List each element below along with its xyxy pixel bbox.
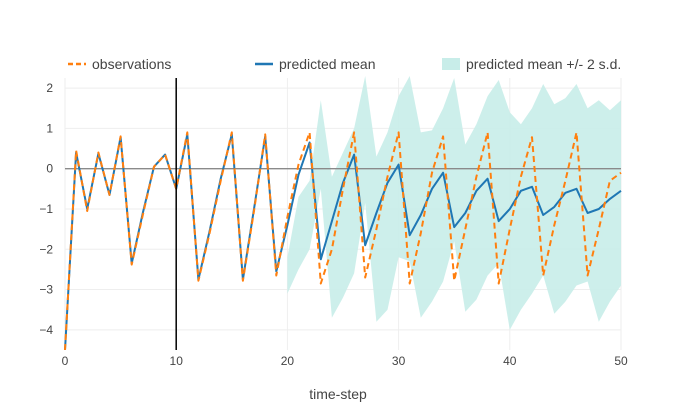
y-tick-label: −2 — [39, 242, 53, 256]
confidence-band-layer — [287, 76, 621, 330]
legend-label: observations — [92, 56, 171, 72]
y-tick-label: −3 — [39, 283, 53, 297]
x-tick-label: 20 — [281, 354, 295, 368]
legend-label: predicted mean +/- 2 s.d. — [466, 56, 621, 72]
x-tick-label: 10 — [170, 354, 184, 368]
y-tick-label: 0 — [46, 162, 53, 176]
legend[interactable]: observations predicted mean predicted mean… — [68, 56, 621, 72]
predicted-mean-line — [64, 133, 622, 351]
x-axis-title: time-step — [309, 386, 367, 402]
confidence-band-area — [287, 76, 621, 330]
series-layer — [64, 131, 622, 351]
y-tick-label: 2 — [46, 81, 53, 95]
x-tick-label: 40 — [503, 354, 517, 368]
x-tick-label: 50 — [614, 354, 628, 368]
legend-label: predicted mean — [279, 56, 376, 72]
y-tick-label: 1 — [46, 121, 53, 135]
x-tick-label: 0 — [62, 354, 69, 368]
legend-swatch-band — [442, 58, 460, 70]
y-tick-label: −1 — [39, 202, 53, 216]
y-tick-label: −4 — [39, 323, 53, 337]
x-tick-label: 30 — [392, 354, 406, 368]
